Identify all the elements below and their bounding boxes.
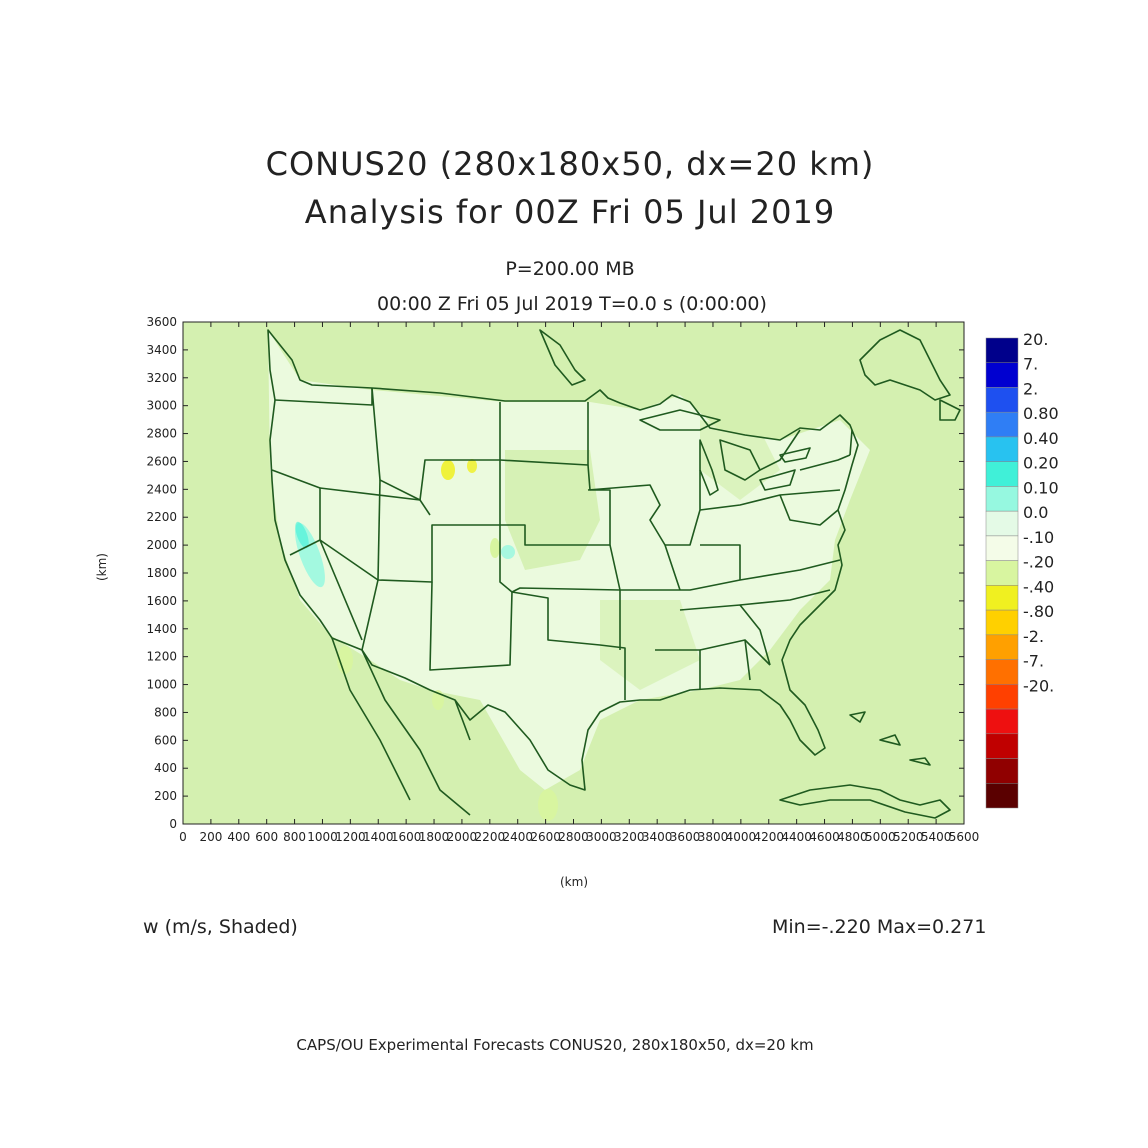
downward-motion-wyoming [441,460,455,480]
x-tick-label: 5200 [893,830,924,844]
chart-title-line1: CONUS20 (280x180x50, dx=20 km) [265,145,875,183]
x-tick-label: 1600 [391,830,422,844]
y-axis: 0 200 400 600 800 1000 1200 1400 1600 1800 2000 220… [146,315,964,831]
y-axis-label: (km) [95,552,110,582]
x-tick-label: 5400 [921,830,952,844]
colorbar: 20. 7. 2. 0.80 0.40 0.20 0.10 0.0 -.10 -.20 -.40 -.… [985,330,1059,809]
y-tick-label: 200 [154,789,177,803]
colorbar-swatch [985,436,1019,462]
colorbar-swatch [985,461,1019,487]
chart-title-line2: Analysis for 00Z Fri 05 Jul 2019 [304,193,836,231]
x-tick-label: 1000 [307,830,338,844]
colorbar-swatch [985,684,1019,710]
y-tick-label: 400 [154,761,177,775]
x-tick-label: 600 [255,830,278,844]
x-tick-label: 400 [227,830,250,844]
y-tick-label: 600 [154,733,177,747]
colorbar-label: 2. [1023,379,1038,398]
variable-label: w (m/s, Shaded) [143,916,298,938]
colorbar-swatch [985,708,1019,735]
x-tick-label: 4000 [726,830,757,844]
valid-time-label: 00:00 Z Fri 05 Jul 2019 T=0.0 s (0:00:00… [377,293,767,315]
colorbar-label: -7. [1023,652,1044,671]
x-tick-label: 2600 [530,830,561,844]
x-tick-label: 2200 [475,830,506,844]
colorbar-label: -.80 [1023,602,1054,621]
x-axis: 0 200 400 600 800 100012001400160018002000220… [179,322,979,844]
colorbar-swatch [985,560,1019,586]
x-tick-label: 1400 [363,830,394,844]
x-tick-label: 1200 [335,830,366,844]
x-tick-label: 3800 [698,830,729,844]
colorbar-label: 0.80 [1023,404,1059,423]
y-tick-label: 1600 [146,594,177,608]
colorbar-label: 0.0 [1023,503,1048,522]
colorbar-swatch [985,535,1019,561]
x-tick-label: 2400 [502,830,533,844]
x-tick-label: 4600 [809,830,840,844]
y-tick-label: 800 [154,705,177,719]
footer-credit: CAPS/OU Experimental Forecasts CONUS20, … [296,1036,814,1054]
colorbar-swatch [985,733,1019,759]
x-tick-label: 3000 [586,830,617,844]
y-tick-label: 2800 [146,427,177,441]
colorbar-swatch [985,362,1019,388]
y-tick-label: 2400 [146,482,177,496]
x-tick-label: 1800 [419,830,450,844]
colorbar-label: -.20 [1023,553,1054,572]
colorbar-swatch [985,585,1019,611]
y-tick-label: 1400 [146,622,177,636]
x-tick-label: 3200 [614,830,645,844]
colorbar-label: 0.10 [1023,478,1059,497]
x-tick-label: 3400 [642,830,673,844]
colorbar-swatch [985,387,1019,413]
colorbar-label: -20. [1023,676,1054,695]
x-axis-label: (km) [560,875,589,889]
x-tick-label: 2000 [447,830,478,844]
y-tick-label: 1800 [146,566,177,580]
y-tick-label: 1000 [146,678,177,692]
colorbar-swatch [985,758,1019,784]
x-tick-label: 3600 [670,830,701,844]
x-tick-label: 800 [283,830,306,844]
colorbar-label: 20. [1023,330,1048,349]
x-tick-label: 0 [179,830,187,844]
x-tick-label: 5000 [865,830,896,844]
colorbar-swatch [985,609,1019,636]
colorbar-swatch [985,510,1019,537]
colorbar-label: -.10 [1023,528,1054,547]
y-tick-label: 3600 [146,315,177,329]
y-tick-label: 3000 [146,399,177,413]
colorbar-label: 0.20 [1023,454,1059,473]
x-tick-label: 200 [199,830,222,844]
colorbar-label: -.40 [1023,577,1054,596]
y-tick-label: 3400 [146,343,177,357]
y-tick-label: 3200 [146,371,177,385]
colorbar-swatch [985,411,1019,438]
x-tick-label: 4800 [837,830,868,844]
y-tick-label: 2600 [146,454,177,468]
colorbar-swatch [985,634,1019,660]
colorbar-label: 0.40 [1023,429,1059,448]
colorbar-swatch [985,486,1019,512]
state-country-boundaries [267,329,961,819]
y-tick-label: 1200 [146,650,177,664]
x-tick-label: 4200 [753,830,784,844]
x-tick-label: 5600 [949,830,980,844]
colorbar-label: -2. [1023,627,1044,646]
pressure-level-label: P=200.00 MB [505,258,635,280]
y-tick-label: 2000 [146,538,177,552]
colorbar-label: 7. [1023,355,1038,374]
w-field-shading [268,330,870,821]
y-tick-label: 0 [169,817,177,831]
y-tick-label: 2200 [146,510,177,524]
x-tick-label: 2800 [558,830,589,844]
colorbar-swatch [985,783,1019,809]
min-max-label: Min=-.220 Max=0.271 [772,916,987,938]
x-tick-label: 4400 [781,830,812,844]
colorbar-swatch [985,659,1019,685]
colorbar-swatch [985,337,1019,363]
